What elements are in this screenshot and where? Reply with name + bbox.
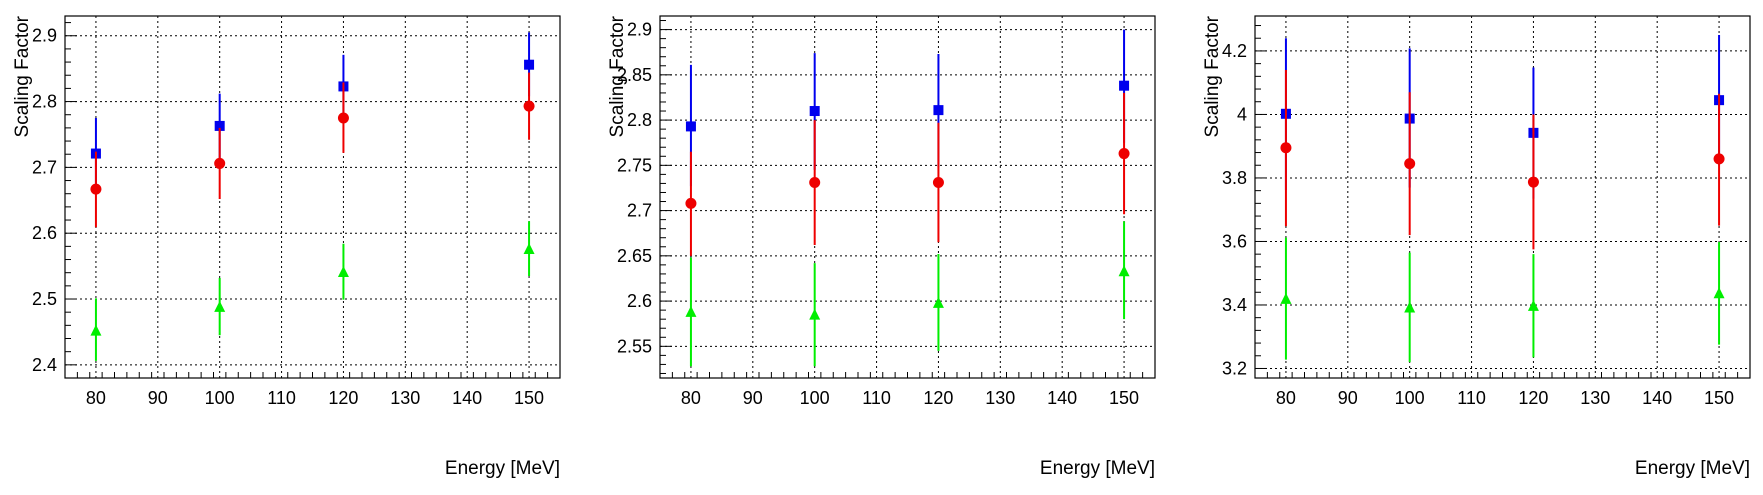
data-point	[685, 305, 697, 317]
y-tick-label: 2.8	[627, 110, 652, 130]
data-point	[685, 197, 697, 209]
data-point	[337, 266, 349, 278]
y-tick-label: 2.85	[617, 65, 652, 85]
data-point	[214, 157, 226, 169]
y-tick-label: 2.65	[617, 246, 652, 266]
x-tick-label: 150	[514, 388, 544, 408]
chart-panel-3: 80 90 100 110 120 130 140 150 3.2 3.4 3.6 3.8 4 4.2 En…	[1202, 15, 1751, 479]
data-point	[523, 242, 535, 254]
y-tick-label: 2.75	[617, 155, 652, 175]
x-tick-label: 110	[862, 388, 891, 408]
x-tick-label: 150	[1109, 388, 1139, 408]
data-point	[1280, 142, 1292, 154]
plot-frame	[659, 15, 1156, 379]
series-circle	[685, 92, 1130, 256]
y-tick-label: 2.9	[32, 26, 57, 46]
series-triangle	[90, 221, 535, 361]
data-point	[1713, 153, 1725, 165]
data-point	[90, 324, 102, 336]
data-point	[932, 177, 944, 189]
series-circle	[1280, 69, 1725, 250]
x-tick-label: 80	[681, 388, 701, 408]
x-tick-label: 140	[452, 388, 482, 408]
data-point	[932, 296, 944, 308]
data-point	[1404, 301, 1416, 313]
x-tick-label: 140	[1642, 388, 1672, 408]
plot-frame	[1254, 15, 1751, 379]
data-point	[90, 183, 102, 195]
chart-panel-1: 80 90 100 110 120 130 140 150 2.4 2.5 2.6 2.7 2.8 2.9…	[12, 15, 561, 479]
y-tick-label: 4.2	[1222, 41, 1247, 61]
x-tick-label: 100	[1395, 388, 1425, 408]
data-point	[809, 308, 821, 320]
data-point	[685, 121, 696, 132]
series-triangle	[685, 221, 1130, 367]
data-point	[1119, 80, 1130, 91]
x-tick-label: 120	[923, 388, 953, 408]
y-axis-label: Scaling Factor	[1202, 15, 1223, 137]
y-tick-label: 3.6	[1222, 231, 1247, 251]
x-tick-label: 90	[743, 388, 763, 408]
x-tick-label: 130	[985, 388, 1015, 408]
data-point	[524, 59, 535, 70]
data-point	[1118, 148, 1130, 160]
x-tick-label: 90	[1338, 388, 1358, 408]
data-point	[1527, 299, 1539, 311]
y-tick-label: 2.55	[617, 336, 652, 356]
y-tick-label: 2.4	[32, 355, 57, 375]
data-point	[1118, 265, 1130, 277]
x-tick-label: 110	[267, 388, 296, 408]
x-tick-label: 120	[1518, 388, 1548, 408]
x-tick-label: 140	[1047, 388, 1077, 408]
x-tick-label: 110	[1457, 388, 1486, 408]
series-triangle	[1280, 237, 1725, 363]
data-point	[1404, 158, 1416, 170]
data-point	[809, 177, 821, 189]
data-point	[933, 105, 944, 116]
data-point	[1280, 292, 1292, 304]
data-point	[214, 300, 226, 312]
x-axis-label: Energy [MeV]	[1635, 458, 1750, 479]
y-tick-label: 2.6	[32, 223, 57, 243]
x-tick-label: 130	[1580, 388, 1610, 408]
data-point	[337, 112, 349, 124]
y-tick-label: 2.7	[32, 157, 57, 177]
chart-panel-2: 80 90 100 110 120 130 140 150 2.55 2.6 2.65 2.7 2.75…	[607, 15, 1156, 479]
y-tick-label: 3.2	[1222, 358, 1247, 378]
y-tick-label: 3.8	[1222, 168, 1247, 188]
series-circle	[90, 72, 535, 228]
y-tick-label: 3.4	[1222, 295, 1247, 315]
y-tick-label: 2.6	[627, 291, 652, 311]
x-tick-label: 80	[1276, 388, 1296, 408]
x-tick-label: 120	[328, 388, 358, 408]
data-point	[809, 106, 820, 117]
y-tick-label: 2.5	[32, 289, 57, 309]
x-tick-label: 130	[390, 388, 420, 408]
x-tick-label: 150	[1704, 388, 1734, 408]
x-tick-label: 100	[800, 388, 830, 408]
plot-frame	[64, 15, 561, 379]
data-point	[214, 120, 225, 131]
series-square	[90, 32, 535, 190]
y-tick-label: 2.9	[627, 20, 652, 40]
x-tick-label: 80	[86, 388, 106, 408]
y-axis-label: Scaling Factor	[607, 15, 628, 137]
y-tick-label: 4	[1237, 104, 1247, 124]
y-tick-label: 2.7	[627, 201, 652, 221]
data-point	[523, 100, 535, 112]
x-tick-label: 90	[148, 388, 168, 408]
y-tick-label: 2.8	[32, 92, 57, 112]
x-axis-label: Energy [MeV]	[445, 458, 560, 479]
x-axis-label: Energy [MeV]	[1040, 458, 1155, 479]
data-point	[1713, 287, 1725, 299]
y-axis-label: Scaling Factor	[12, 15, 33, 137]
data-point	[1527, 176, 1539, 188]
x-tick-label: 100	[205, 388, 235, 408]
